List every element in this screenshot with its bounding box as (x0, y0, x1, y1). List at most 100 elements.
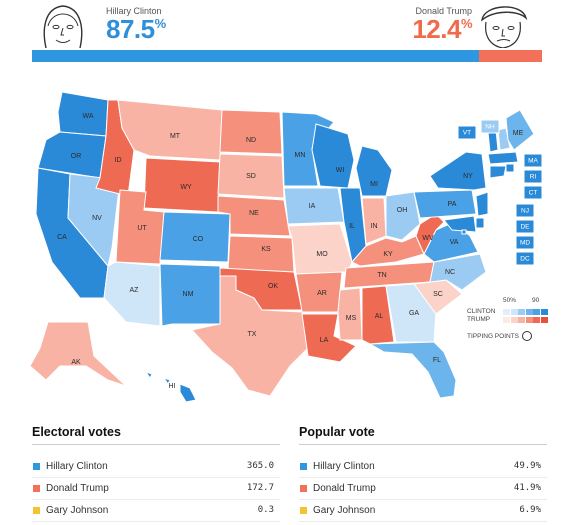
row-candidate: Gary Johnson (46, 505, 109, 516)
trump-portrait-icon (481, 6, 528, 48)
state-box-nj[interactable] (515, 203, 535, 218)
state-ct[interactable] (489, 165, 507, 179)
state-label-sc: SC (433, 291, 443, 298)
state-box-vt[interactable] (457, 125, 477, 140)
johnson-color-swatch (300, 507, 307, 514)
state-label-ak: AK (71, 359, 81, 366)
state-label-va: VA (450, 239, 459, 246)
state-nc[interactable] (413, 253, 487, 291)
state-label-ok: OK (268, 283, 278, 290)
state-label-ia: IA (309, 203, 316, 210)
state-ms[interactable] (337, 287, 363, 341)
state-de[interactable] (475, 217, 485, 229)
state-dc[interactable] (461, 229, 467, 235)
state-ga[interactable] (385, 283, 437, 343)
state-tx[interactable] (191, 275, 313, 397)
legend-clinton-label: CLINTON (467, 308, 496, 315)
table-row: Hillary Clinton 49.9% (299, 456, 547, 478)
state-box-de[interactable] (515, 219, 535, 234)
popular-vote-panel: Popular vote Hillary Clinton 49.9% Donal… (299, 420, 547, 522)
trump-win-probability: 12.4% (412, 14, 472, 44)
state-label-ca: CA (57, 234, 67, 241)
state-label-vt: VT (463, 130, 471, 137)
state-label-md: MD (520, 240, 530, 247)
legend-trump-swatch (510, 316, 518, 323)
state-in[interactable] (361, 197, 387, 245)
state-pa[interactable] (413, 189, 477, 219)
state-label-nd: ND (246, 137, 256, 144)
state-label-oh: OH (397, 207, 408, 214)
state-ne[interactable] (217, 195, 291, 237)
state-ma[interactable] (487, 151, 519, 165)
legend-clinton-swatch (525, 308, 533, 315)
state-label-mi: MI (370, 181, 378, 188)
state-wv[interactable] (415, 213, 445, 256)
state-label-wv: WV (422, 235, 434, 242)
state-label-wa: WA (82, 113, 93, 120)
state-label-tx: TX (248, 331, 257, 338)
legend-trump-swatch (540, 316, 548, 323)
state-ny[interactable] (429, 151, 487, 191)
legend-clinton-swatch (540, 308, 548, 315)
state-label-wy: WY (180, 184, 192, 191)
state-wi[interactable] (311, 123, 355, 189)
state-label-fl: FL (433, 357, 441, 364)
state-label-de: DE (520, 224, 530, 231)
clinton-color-swatch (300, 463, 307, 470)
state-label-il: IL (349, 223, 355, 230)
state-label-pa: PA (448, 201, 457, 208)
trump-probability-fill (478, 50, 542, 62)
trump-color-swatch (33, 485, 40, 492)
state-label-ri: RI (530, 174, 537, 181)
forecast-header: Hillary Clinton 87.5% Donald Trump 12.4% (0, 0, 580, 64)
state-mo[interactable] (287, 223, 353, 275)
state-label-hi: HI (169, 383, 176, 390)
state-me[interactable] (505, 109, 535, 151)
legend-tipping-label: TIPPING POINTS (467, 332, 520, 340)
state-box-md[interactable] (515, 235, 535, 250)
state-box-ri[interactable] (523, 169, 543, 184)
state-box-ct[interactable] (523, 185, 543, 200)
state-or[interactable] (37, 131, 107, 179)
table-row: Donald Trump 41.9% (299, 478, 547, 500)
row-value: 365.0 (246, 461, 274, 471)
state-box-dc[interactable] (515, 251, 535, 266)
electoral-votes-panel: Electoral votes Hillary Clinton 365.0 Do… (32, 420, 280, 522)
state-box-nh[interactable] (480, 119, 500, 134)
state-al[interactable] (361, 285, 395, 345)
state-hi[interactable] (144, 371, 197, 403)
state-label-tn: TN (377, 272, 386, 279)
state-mi[interactable] (355, 145, 393, 197)
row-candidate: Donald Trump (46, 483, 109, 494)
state-label-ct: CT (529, 190, 538, 197)
state-label-ut: UT (137, 225, 147, 232)
legend-clinton-swatch (503, 308, 510, 315)
state-ks[interactable] (227, 235, 295, 273)
clinton-win-probability: 87.5% (106, 14, 166, 44)
state-ri[interactable] (505, 163, 515, 173)
state-label-sd: SD (246, 173, 256, 180)
state-label-dc: DC (520, 256, 530, 263)
state-label-al: AL (375, 313, 384, 320)
state-sd[interactable] (217, 153, 285, 199)
state-label-ky: KY (383, 251, 393, 258)
table-row: Hillary Clinton 365.0 (32, 456, 280, 478)
state-ak[interactable] (29, 321, 127, 387)
state-box-ma[interactable] (523, 153, 543, 168)
state-md[interactable] (443, 215, 477, 233)
state-nm[interactable] (159, 263, 221, 327)
state-az[interactable] (103, 261, 161, 327)
row-value: 49.9% (513, 461, 541, 471)
state-label-mo: MO (316, 251, 328, 258)
state-nd[interactable] (219, 109, 283, 155)
us-forecast-map: WA OR CA NV ID MT WY UT AZ CO NM ND SD NE KS OK TX MN IA MO… (29, 91, 543, 403)
legend-trump-swatch (525, 316, 533, 323)
row-candidate: Hillary Clinton (313, 461, 375, 472)
state-fl[interactable] (368, 341, 457, 399)
win-probability-bar (32, 50, 542, 62)
tipping-point-ring-icon (522, 331, 533, 341)
state-oh[interactable] (385, 191, 421, 241)
table-row: Donald Trump 172.7 (32, 478, 280, 500)
state-nj[interactable] (475, 191, 489, 217)
state-label-ne: NE (249, 210, 259, 217)
